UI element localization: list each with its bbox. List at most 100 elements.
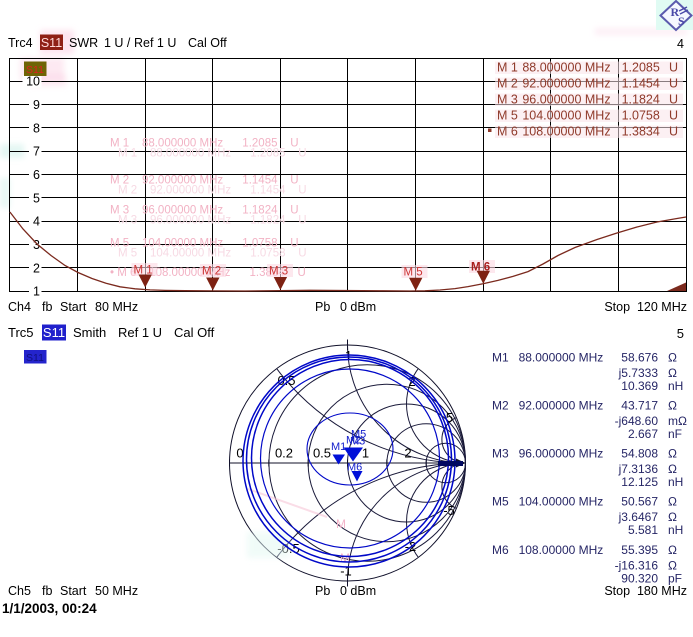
svg-text:nH: nH [668, 379, 683, 393]
svg-text:nH: nH [668, 523, 683, 537]
svg-text:1.2085: 1.2085 [622, 61, 660, 75]
svg-text:0.2: 0.2 [275, 446, 293, 461]
svg-text:96.000000 MHz: 96.000000 MHz [522, 93, 610, 107]
svg-text:5.581: 5.581 [628, 523, 658, 537]
svg-text:Ch5: Ch5 [8, 584, 31, 598]
svg-text:Ω: Ω [668, 495, 677, 509]
svg-text:54.808: 54.808 [621, 447, 658, 461]
svg-text:108.00000 MHz: 108.00000 MHz [519, 543, 604, 557]
svg-text:1.1824: 1.1824 [622, 93, 660, 107]
svg-text:1: 1 [33, 285, 40, 299]
svg-text:U: U [669, 61, 678, 75]
svg-text:Cal Off: Cal Off [188, 36, 227, 50]
svg-text:j5.7333: j5.7333 [618, 366, 659, 380]
svg-text:92.000000 MHz: 92.000000 MHz [519, 399, 604, 413]
svg-text:Ref 1 U: Ref 1 U [134, 36, 176, 50]
svg-text:SWR: SWR [69, 36, 98, 50]
svg-text:nF: nF [668, 427, 682, 441]
svg-text:88.000000 MHz: 88.000000 MHz [522, 61, 610, 75]
svg-text:S11: S11 [41, 36, 62, 50]
svg-text:M 5: M 5 [497, 109, 518, 123]
svg-text:2.667: 2.667 [628, 427, 658, 441]
svg-text:2: 2 [404, 446, 411, 461]
svg-text:fb: fb [42, 584, 52, 598]
svg-text:M 1: M 1 [497, 61, 518, 75]
svg-text:M5: M5 [492, 495, 509, 509]
svg-text:7: 7 [33, 145, 40, 159]
svg-text:fb: fb [42, 300, 52, 314]
svg-text:M 3: M 3 [269, 266, 288, 278]
svg-text:1.0758: 1.0758 [622, 109, 660, 123]
svg-text:M 2 92.000000 MHz 1.14: M 2 92.000000 MHz 1.1454 U [118, 185, 307, 197]
svg-text:2: 2 [33, 261, 40, 275]
svg-text:Start: Start [60, 584, 87, 598]
svg-text:0 dBm: 0 dBm [340, 584, 376, 598]
svg-text:M3: M3 [350, 436, 365, 448]
svg-text:-1: -1 [340, 564, 352, 579]
svg-text:4: 4 [33, 215, 40, 229]
svg-text:88.000000 MHz: 88.000000 MHz [519, 350, 604, 364]
svg-text:Ω: Ω [668, 558, 677, 572]
svg-text:M2: M2 [492, 399, 509, 413]
svg-text:M1: M1 [492, 350, 509, 364]
svg-text:Ω: Ω [668, 399, 677, 413]
svg-text:M 1 88.000000 MHz 1.20: M 1 88.000000 MHz 1.2085 U [118, 148, 307, 160]
svg-text:j3.6467: j3.6467 [618, 510, 659, 524]
svg-text:108.00000 MHz: 108.00000 MHz [522, 125, 610, 139]
svg-text:0.5: 0.5 [313, 446, 331, 461]
svg-text:80 MHz: 80 MHz [95, 300, 138, 314]
svg-text:1 U /: 1 U / [104, 36, 131, 50]
svg-text:50 MHz: 50 MHz [95, 584, 138, 598]
svg-text:M6: M6 [492, 543, 509, 557]
svg-text:M1: M1 [331, 441, 346, 453]
svg-text:Ω: Ω [668, 462, 677, 476]
svg-text:-j648.60: -j648.60 [615, 414, 659, 428]
svg-text:mΩ: mΩ [668, 414, 687, 428]
svg-text:5: 5 [677, 326, 684, 341]
svg-text:Start: Start [60, 300, 87, 314]
svg-text:M3: M3 [492, 447, 509, 461]
svg-text:10: 10 [26, 75, 40, 89]
svg-text:S11: S11 [26, 352, 44, 364]
svg-text:-j16.316: -j16.316 [615, 558, 659, 572]
svg-text:Ch4: Ch4 [8, 300, 31, 314]
svg-text:M: M [340, 551, 350, 565]
svg-text:Stop 120 MHz: Stop 120 MHz [604, 300, 687, 314]
svg-text:92.000000 MHz: 92.000000 MHz [522, 77, 610, 91]
svg-text:Trc5: Trc5 [8, 325, 34, 340]
svg-text:M 1: M 1 [134, 265, 153, 277]
svg-text:Cal Off: Cal Off [174, 325, 215, 340]
svg-text:M 5 104.00000 MHz 1.07: M 5 104.00000 MHz 1.0758 U [118, 248, 307, 260]
svg-text:U: U [669, 77, 678, 91]
svg-text:Smith: Smith [73, 325, 106, 340]
svg-text:Ω: Ω [668, 543, 677, 557]
svg-text:M 5: M 5 [404, 267, 423, 279]
svg-text:nH: nH [668, 475, 683, 489]
svg-text:M 3 96.000000 MHz 1.18: M 3 96.000000 MHz 1.1824 U [118, 215, 307, 227]
svg-text:U: U [669, 109, 678, 123]
svg-text:12.125: 12.125 [621, 475, 658, 489]
svg-text:5: 5 [33, 191, 40, 205]
svg-text:104.00000 MHz: 104.00000 MHz [522, 109, 610, 123]
svg-text:Ω: Ω [668, 350, 677, 364]
svg-text:104.00000 MHz: 104.00000 MHz [519, 495, 604, 509]
svg-text:Ω: Ω [668, 510, 677, 524]
svg-text:Trc4: Trc4 [8, 36, 33, 50]
svg-text:M 2: M 2 [497, 77, 518, 91]
svg-text:58.676: 58.676 [621, 350, 658, 364]
svg-text:9: 9 [33, 98, 40, 112]
svg-text:8: 8 [33, 121, 40, 135]
svg-text:5: 5 [446, 410, 453, 425]
svg-text:M: M [336, 517, 346, 531]
svg-text:96.000000 MHz: 96.000000 MHz [519, 447, 604, 461]
svg-text:M 6: M 6 [497, 125, 518, 139]
svg-text:50.567: 50.567 [621, 495, 658, 509]
svg-text:U: U [669, 125, 678, 139]
svg-text:0 dBm: 0 dBm [340, 300, 376, 314]
svg-text:S: S [678, 14, 685, 28]
svg-text:Stop 180 MHz: Stop 180 MHz [604, 584, 687, 598]
svg-text:10.369: 10.369 [621, 379, 658, 393]
svg-text:4: 4 [677, 37, 684, 51]
svg-text:U: U [669, 93, 678, 107]
svg-text:Pb: Pb [315, 584, 330, 598]
